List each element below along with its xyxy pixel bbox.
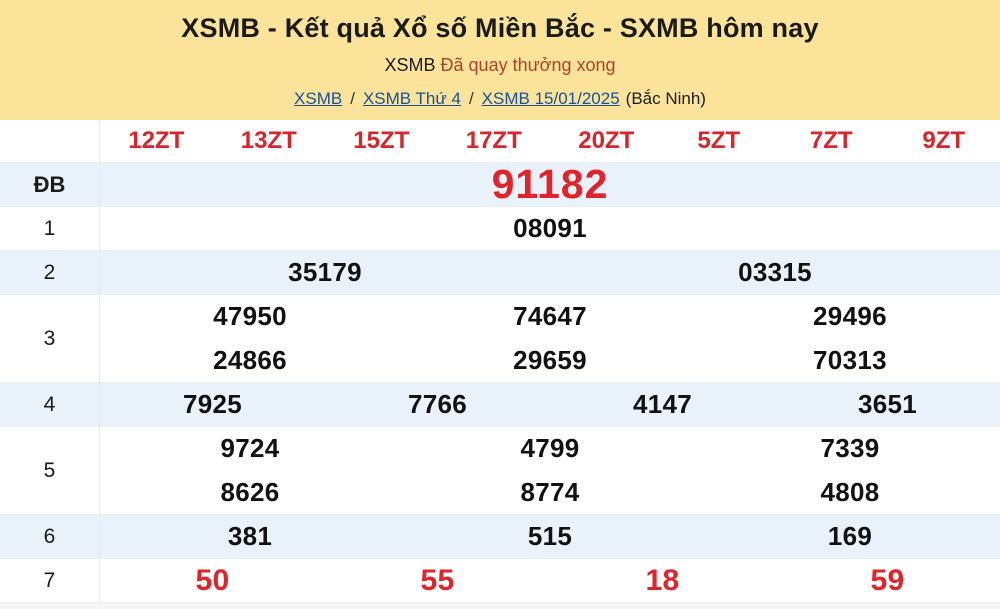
prize-label: ĐB [0, 163, 100, 206]
breadcrumb: XSMB / XSMB Thứ 4 / XSMB 15/01/2025 (Bắc Ninh… [0, 89, 1000, 109]
prize-values: 381 515 169 [100, 515, 1000, 558]
prize-row: 5 9724 4799 7339 8626 8774 4808 [0, 427, 1000, 515]
page-bottom-strip [0, 603, 1000, 609]
prize-values: 08091 [100, 207, 1000, 250]
result-number: 24866 [213, 344, 287, 375]
column-header: 13ZT [240, 127, 297, 154]
result-number: 8774 [520, 476, 580, 507]
draw-status-prefix: XSMB [384, 55, 436, 75]
breadcrumb-link[interactable]: XSMB Thứ 4 [362, 89, 461, 108]
prize-values: 91182 [100, 161, 1000, 207]
result-number: 59 [870, 563, 905, 597]
prize-values: 50 55 18 59 [100, 559, 1000, 602]
draw-status: XSMB Đã quay thưởng xong [0, 55, 1000, 76]
result-number: 18 [645, 563, 680, 597]
prize-values: 7925 7766 4147 3651 [100, 383, 1000, 426]
result-number: 515 [527, 521, 573, 551]
prize-values: 47950 74647 29496 24866 29659 70313 [100, 295, 1000, 382]
column-header: 12ZT [128, 127, 185, 154]
breadcrumb-link[interactable]: XSMB [294, 89, 343, 108]
prize-row: 7 50 55 18 59 [0, 559, 1000, 603]
column-header-row: 12ZT 13ZT 15ZT 17ZT 20ZT 5ZT 7ZT 9ZT [0, 120, 1000, 163]
column-header: 15ZT [353, 127, 410, 154]
prize-label: 3 [0, 295, 100, 382]
result-number: 381 [227, 521, 273, 551]
draw-status-text: Đã quay thưởng xong [440, 55, 616, 75]
prize-label: 1 [0, 207, 100, 250]
column-header: 5ZT [697, 127, 741, 154]
column-header: 17ZT [465, 127, 522, 154]
result-number: 03315 [738, 257, 812, 287]
result-number: 70313 [813, 344, 887, 375]
results-table: 12ZT 13ZT 15ZT 17ZT 20ZT 5ZT 7ZT 9ZT ĐB 91182 1 08… [0, 120, 1000, 603]
special-prize-number: 91182 [491, 161, 609, 207]
result-number: 8626 [220, 476, 280, 507]
page-header: XSMB - Kết quả Xổ số Miền Bắc - SXMB hôm… [0, 0, 1000, 120]
prize-label: 7 [0, 559, 100, 602]
prize-label: 2 [0, 251, 100, 294]
result-number: 7339 [820, 433, 880, 464]
breadcrumb-separator: / [468, 89, 474, 108]
prize-row: 2 35179 03315 [0, 251, 1000, 295]
result-number: 4808 [820, 476, 880, 507]
breadcrumb-separator: / [350, 89, 355, 108]
results-table-body: ĐB 91182 1 08091 2 35179 03315 3 47950 74647 29496… [0, 161, 1000, 603]
column-header: 7ZT [809, 127, 853, 154]
result-number: 29496 [813, 301, 887, 332]
prize-row: 3 47950 74647 29496 24866 29659 70313 [0, 295, 1000, 383]
corner-cell [0, 120, 100, 162]
prize-label: 4 [0, 383, 100, 426]
breadcrumb-location: (Bắc Ninh) [625, 89, 706, 108]
prize-values: 9724 4799 7339 8626 8774 4808 [100, 427, 1000, 514]
prize-label: 5 [0, 427, 100, 514]
column-header: 9ZT [922, 127, 966, 154]
result-number: 7925 [182, 389, 243, 419]
prize-values: 35179 03315 [100, 251, 1000, 294]
result-number: 9724 [220, 433, 280, 464]
page-title: XSMB - Kết quả Xổ số Miền Bắc - SXMB hôm… [181, 13, 819, 43]
result-number: 3651 [857, 389, 918, 419]
result-number: 08091 [513, 213, 587, 243]
result-number: 55 [420, 563, 455, 597]
prize-row: 6 381 515 169 [0, 515, 1000, 559]
prize-row: ĐB 91182 [0, 161, 1000, 207]
result-number: 4799 [520, 433, 580, 464]
result-number: 50 [195, 563, 230, 597]
result-number: 4147 [632, 389, 693, 419]
result-number: 169 [827, 521, 873, 551]
breadcrumb-link[interactable]: XSMB 15/01/2025 [481, 89, 620, 108]
prize-row: 1 08091 [0, 207, 1000, 251]
column-header: 20ZT [578, 127, 635, 154]
result-number: 47950 [213, 301, 287, 332]
result-number: 35179 [288, 257, 362, 287]
result-number: 74647 [513, 301, 587, 332]
result-number: 7766 [407, 389, 468, 419]
prize-row: 4 7925 7766 4147 3651 [0, 383, 1000, 427]
prize-label: 6 [0, 515, 100, 558]
result-number: 29659 [513, 344, 587, 375]
